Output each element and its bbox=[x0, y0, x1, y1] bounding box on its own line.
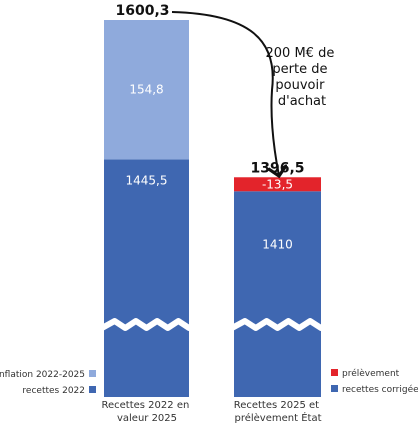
bar-inflation-2022-2025 bbox=[104, 20, 189, 160]
legend-label-recettes-2022: recettes 2022 bbox=[22, 386, 85, 396]
legend-label-prelevement: prélèvement bbox=[342, 368, 400, 379]
category-label-2: Recettes 2025 et prélèvement État bbox=[234, 400, 323, 424]
legend-swatch-recettes-2022 bbox=[89, 386, 96, 393]
legend-label-recettes-corrigees: recettes corrigées bbox=[342, 384, 418, 395]
loss-arrow bbox=[171, 11, 279, 176]
data-label-recettes-2022: 1445,5 bbox=[126, 173, 168, 187]
bar-recettes-corrigees bbox=[234, 191, 321, 397]
legend-swatch-recettes-corrigees bbox=[331, 385, 338, 392]
data-label-recettes-corrigees: 1410 bbox=[262, 237, 293, 251]
data-label-inflation: 154,8 bbox=[129, 83, 163, 97]
bar-recettes-2022 bbox=[104, 159, 189, 397]
legend-label-inflation: inflation 2022-2025 bbox=[0, 370, 85, 380]
data-label-prelevement: -13,5 bbox=[262, 177, 293, 191]
axis-break-bar-1 bbox=[100, 318, 192, 331]
loss-annotation: 200 M€ de perte de pouvoir d'achat bbox=[266, 46, 339, 109]
category-label-1: Recettes 2022 en valeur 2025 bbox=[102, 400, 193, 424]
total-label-bar-1: 1600,3 bbox=[115, 3, 169, 19]
bar-prelevement bbox=[234, 177, 321, 192]
legend-swatch-prelevement bbox=[331, 369, 338, 376]
legend-swatch-inflation bbox=[89, 370, 96, 377]
axis-break-bar-2 bbox=[230, 318, 324, 331]
